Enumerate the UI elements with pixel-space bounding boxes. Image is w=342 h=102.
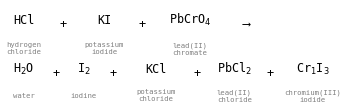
Text: Cr$_1$I$_3$: Cr$_1$I$_3$: [296, 62, 330, 77]
Text: potassium
iodide: potassium iodide: [84, 42, 124, 55]
Text: hydrogen
chloride: hydrogen chloride: [6, 42, 41, 55]
Text: lead(II)
chloride: lead(II) chloride: [217, 89, 252, 102]
Text: KCl: KCl: [145, 63, 166, 76]
Text: lead(II)
chromate: lead(II) chromate: [172, 42, 207, 56]
Text: water: water: [13, 93, 35, 99]
Text: potassium
chloride: potassium chloride: [136, 89, 175, 102]
Text: +: +: [193, 67, 200, 80]
Text: +: +: [267, 67, 274, 80]
Text: ⟶: ⟶: [243, 18, 250, 31]
Text: I$_2$: I$_2$: [77, 62, 91, 77]
Text: PbCrO$_4$: PbCrO$_4$: [169, 12, 211, 28]
Text: PbCl$_2$: PbCl$_2$: [217, 61, 252, 77]
Text: iodine: iodine: [71, 93, 97, 99]
Text: +: +: [109, 67, 116, 80]
Text: +: +: [139, 18, 145, 31]
Text: +: +: [60, 18, 67, 31]
Text: KI: KI: [97, 14, 111, 27]
Text: H$_2$O: H$_2$O: [13, 62, 35, 77]
Text: chromium(III)
iodide: chromium(III) iodide: [285, 89, 341, 102]
Text: HCl: HCl: [13, 14, 35, 27]
Text: +: +: [53, 67, 60, 80]
